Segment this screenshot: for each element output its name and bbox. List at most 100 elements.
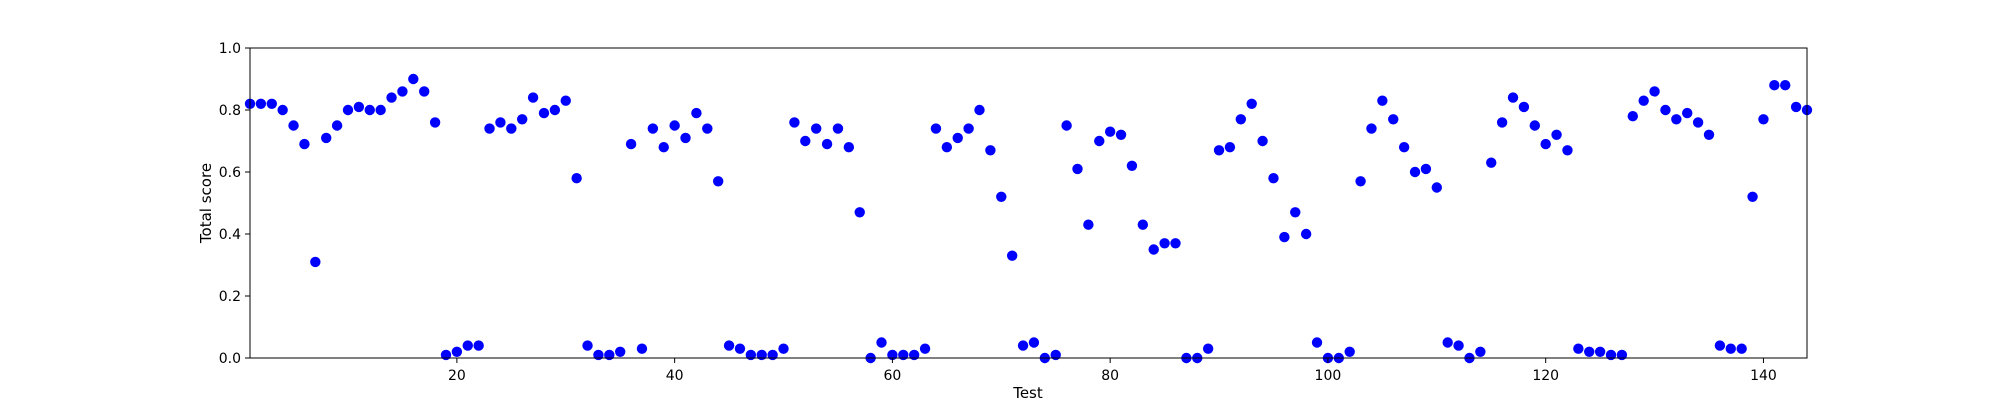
data-point	[538, 107, 550, 119]
data-point	[1692, 117, 1704, 128]
data-point	[408, 73, 419, 85]
data-point	[571, 173, 582, 184]
data-point	[288, 120, 299, 131]
data-point	[266, 98, 277, 110]
x-tick-label: 80	[1101, 368, 1119, 384]
data-point	[1496, 117, 1508, 128]
data-point	[1202, 343, 1214, 354]
data-point	[429, 117, 441, 128]
data-point	[1660, 104, 1671, 116]
data-point	[615, 346, 626, 357]
data-point	[1605, 349, 1617, 361]
data-point	[1486, 157, 1497, 168]
data-point	[919, 343, 931, 354]
data-point	[451, 346, 463, 357]
x-tick-label: 100	[1315, 368, 1342, 384]
data-point	[1224, 142, 1236, 153]
data-point	[1094, 135, 1105, 147]
data-point	[1420, 163, 1432, 175]
data-point	[1148, 244, 1159, 255]
data-point	[996, 191, 1007, 202]
data-point	[321, 132, 332, 144]
data-point	[1311, 337, 1323, 348]
data-point	[1703, 129, 1715, 140]
data-point	[1518, 101, 1530, 113]
data-point	[908, 349, 920, 361]
data-point	[1507, 92, 1519, 103]
data-point	[1780, 80, 1791, 91]
data-point	[1006, 250, 1018, 261]
data-point	[331, 120, 343, 131]
data-point	[1072, 163, 1083, 175]
data-point	[712, 176, 724, 187]
data-point	[1616, 349, 1628, 361]
data-point	[691, 107, 702, 119]
data-point	[832, 123, 844, 134]
data-point	[419, 86, 430, 97]
data-points	[244, 73, 1813, 364]
data-point	[1627, 111, 1638, 122]
data-point	[669, 120, 680, 131]
data-point	[1104, 126, 1116, 137]
data-point	[1682, 107, 1693, 119]
data-point	[647, 123, 659, 134]
data-point	[1671, 114, 1682, 125]
data-point	[1344, 346, 1355, 357]
data-point	[702, 123, 713, 134]
data-point	[560, 95, 571, 106]
data-point	[527, 92, 539, 103]
data-point	[397, 86, 408, 97]
x-tick-label: 40	[666, 368, 684, 384]
data-point	[1475, 346, 1486, 357]
data-point	[1377, 95, 1388, 106]
data-point	[1366, 123, 1377, 134]
y-tick-label: 0.8	[219, 103, 241, 119]
data-point	[495, 117, 506, 128]
data-point	[353, 101, 365, 113]
data-point	[1747, 191, 1758, 202]
data-point	[810, 123, 822, 134]
data-point	[1453, 340, 1464, 351]
data-point	[1736, 343, 1747, 354]
data-point	[1170, 238, 1181, 249]
data-point	[821, 138, 833, 150]
data-point	[462, 340, 473, 351]
data-point	[506, 123, 517, 134]
data-point	[1137, 219, 1149, 230]
data-point	[963, 123, 974, 134]
data-point	[549, 104, 561, 116]
y-axis-ticks: 0.0 0.2 0.4 0.6 0.8 1.0	[219, 41, 250, 367]
data-point	[582, 340, 593, 351]
data-point	[854, 207, 865, 218]
data-point	[342, 104, 354, 116]
data-point	[898, 349, 909, 361]
data-point	[1442, 337, 1453, 348]
x-tick-label: 60	[883, 368, 901, 384]
data-point	[767, 349, 778, 361]
data-point	[1126, 160, 1138, 171]
data-point	[1257, 135, 1268, 147]
data-point	[1279, 231, 1290, 243]
data-point	[593, 349, 604, 361]
data-point	[255, 98, 267, 110]
x-axis-ticks: 20 40 60 80 100 120 140	[448, 358, 1777, 384]
data-point	[364, 104, 375, 116]
data-point	[1246, 98, 1257, 110]
y-tick-label: 0.0	[219, 351, 241, 367]
data-point	[386, 92, 397, 103]
data-point	[680, 132, 691, 144]
data-point	[756, 349, 767, 361]
data-point	[299, 138, 310, 150]
data-point	[375, 104, 386, 116]
data-point	[1355, 176, 1366, 187]
data-point	[1398, 142, 1410, 153]
data-point	[952, 132, 963, 144]
data-point	[1649, 86, 1660, 97]
y-tick-label: 0.6	[219, 165, 241, 181]
data-point	[1050, 349, 1061, 361]
data-point	[1769, 80, 1780, 91]
data-point	[1431, 182, 1443, 193]
data-point	[1159, 238, 1170, 249]
data-point	[734, 343, 746, 354]
data-point	[723, 340, 735, 351]
